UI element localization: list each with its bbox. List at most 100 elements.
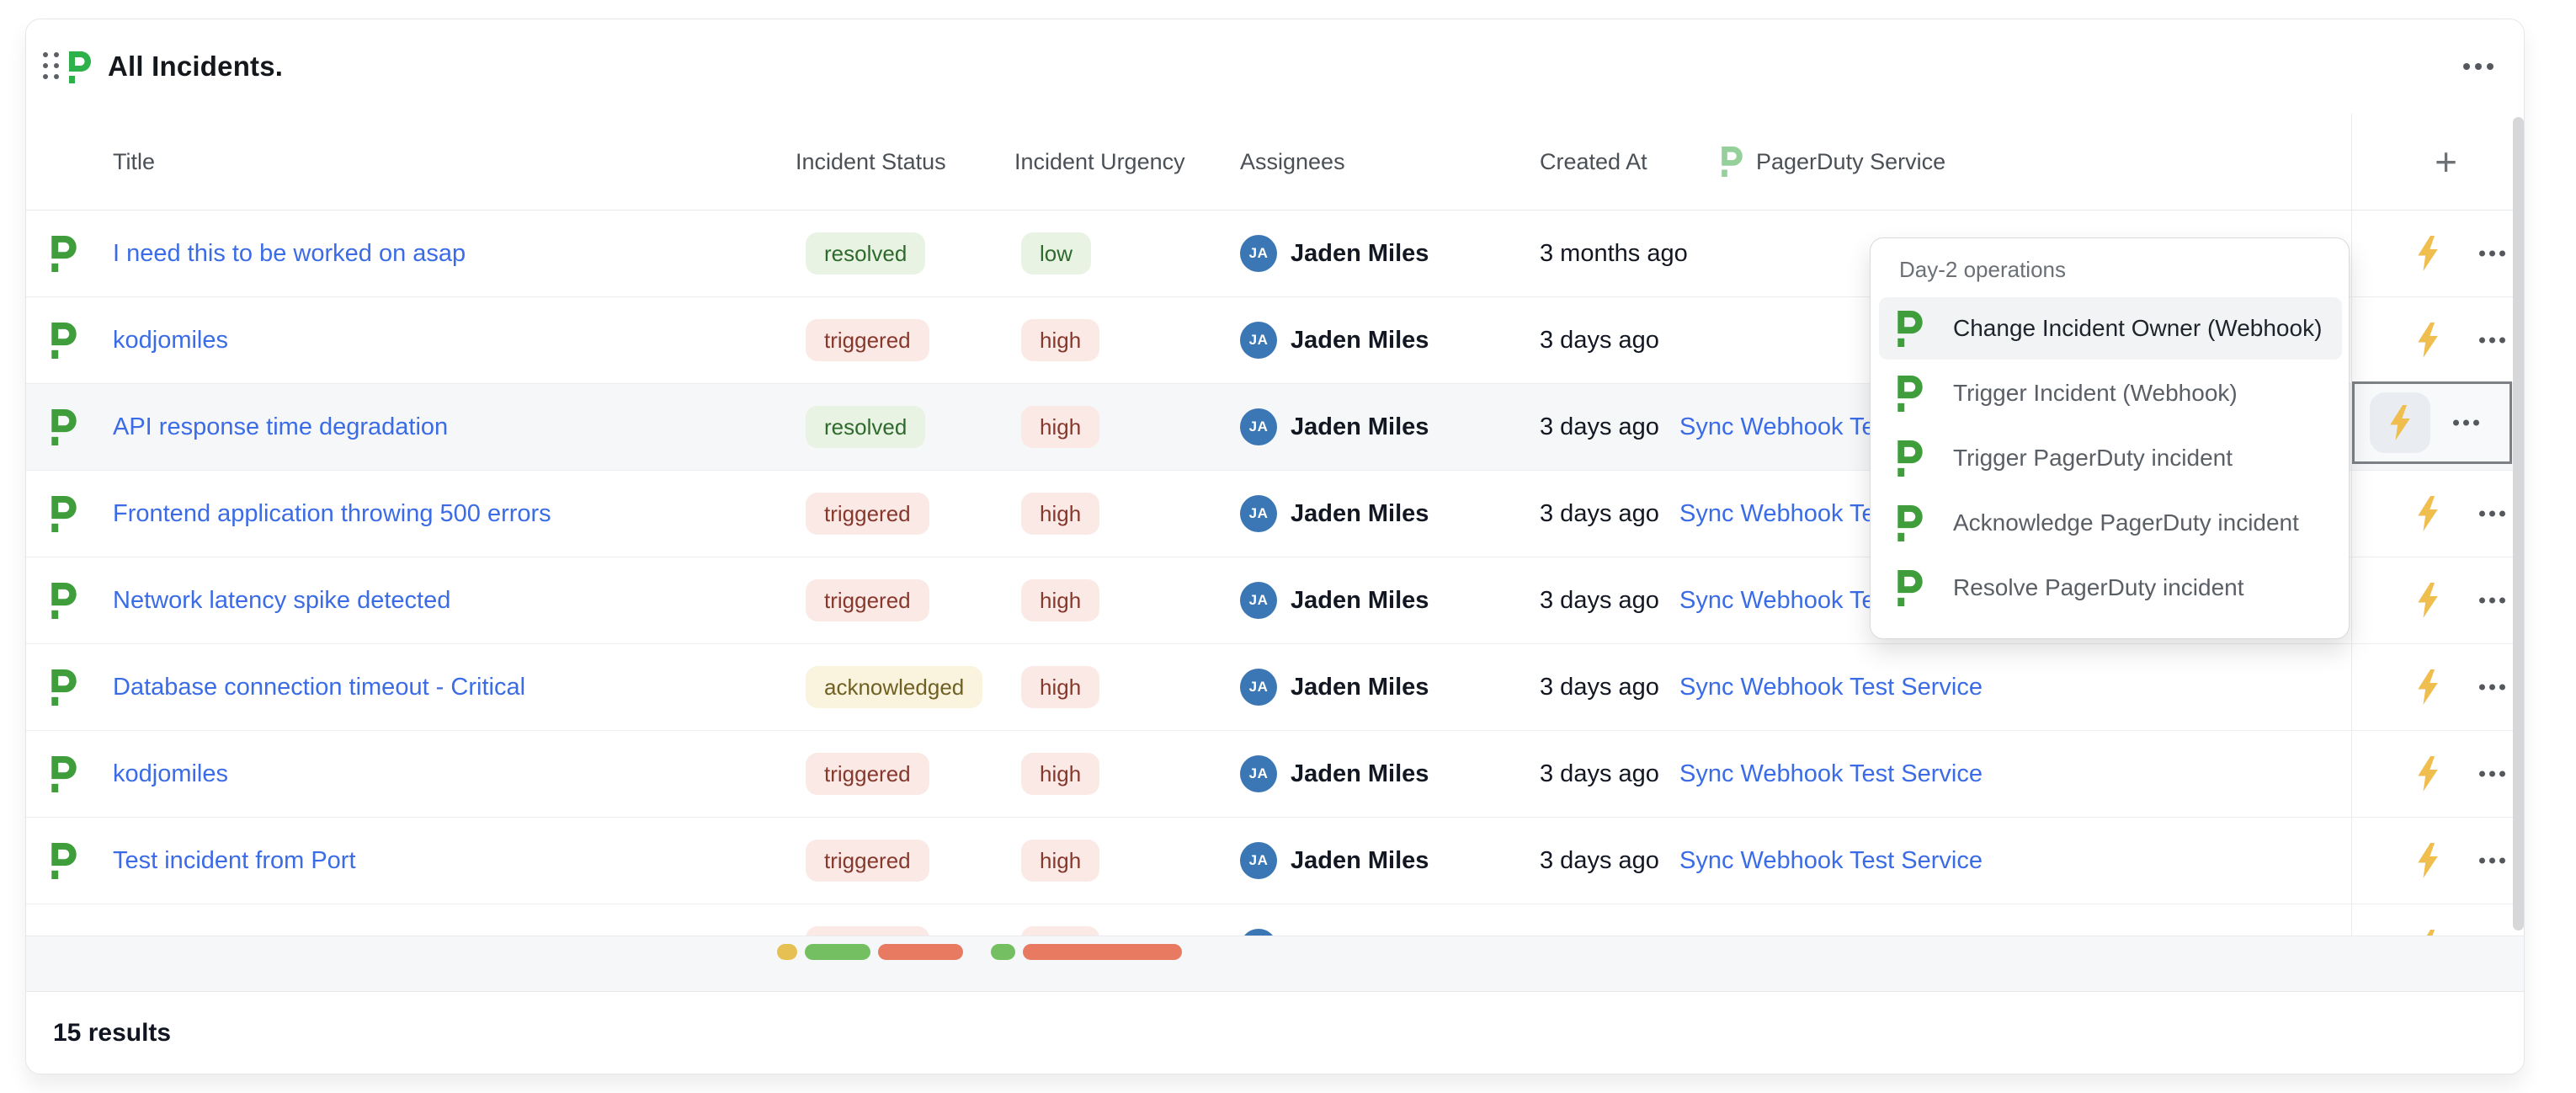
- pagerduty-row-icon: [51, 211, 77, 296]
- pagerduty-icon: [51, 755, 77, 792]
- status-badge: triggered: [806, 753, 929, 795]
- assignee-name: Jaden Miles: [1291, 413, 1429, 440]
- lightning-icon: [2418, 756, 2438, 792]
- created-at-cell: 3 days ago: [1540, 586, 1659, 614]
- incident-title-link[interactable]: Frontend application throwing 500 errors: [113, 499, 551, 527]
- incident-status-cell: triggered: [806, 471, 929, 557]
- widget-menu-ellipsis-icon[interactable]: [2451, 50, 2506, 83]
- created-at-cell: 3 days ago: [1540, 413, 1659, 440]
- column-header-incident-status[interactable]: Incident Status: [796, 149, 946, 174]
- incident-urgency-cell: high: [1021, 297, 1100, 383]
- selected-action-cell[interactable]: [2352, 381, 2512, 464]
- column-header-created-at[interactable]: Created At: [1540, 149, 1647, 174]
- incident-row: Test incident from Port triggered high J…: [26, 817, 2524, 904]
- incident-title-link[interactable]: Database connection timeout - Critical: [113, 673, 526, 701]
- service-link[interactable]: Sync Webhook Test Service: [1679, 846, 1983, 874]
- summary-band: [26, 936, 2524, 992]
- status-badge: triggered: [806, 319, 929, 361]
- incident-urgency-cell: high: [1021, 471, 1100, 557]
- assignee-cell: JA: [1240, 818, 1277, 904]
- pagerduty-icon: [51, 669, 77, 706]
- row-ellipsis-icon[interactable]: [2473, 510, 2510, 517]
- lightning-action-button[interactable]: [2414, 842, 2442, 879]
- incident-title-cell: Frontend application throwing 500 errors: [113, 471, 551, 557]
- row-ellipsis-icon[interactable]: [2473, 770, 2510, 777]
- status-badge: resolved: [806, 232, 926, 275]
- column-header-title[interactable]: Title: [113, 149, 156, 174]
- avatar: JA: [1240, 582, 1277, 619]
- pagerduty-icon: [1897, 440, 1923, 477]
- pagerduty-row-icon: [51, 731, 77, 817]
- incident-title-cell: Database connection timeout - Critical: [113, 644, 525, 730]
- row-ellipsis-icon[interactable]: [2447, 419, 2484, 426]
- incident-title-link[interactable]: kodjomiles: [113, 760, 228, 787]
- lightning-action-button[interactable]: [2414, 495, 2442, 532]
- lightning-action-button[interactable]: [2370, 392, 2430, 453]
- actions-cell: [2351, 471, 2524, 557]
- assignee-cell: JA: [1240, 471, 1277, 557]
- pagerduty-row-icon: [51, 471, 77, 557]
- lightning-action-button[interactable]: [2414, 669, 2442, 706]
- pagerduty-row-icon: [51, 384, 77, 470]
- service-link[interactable]: Sync Webhook Test Service: [1679, 673, 1983, 701]
- assignee-cell: JA: [1240, 731, 1277, 817]
- incident-title-link[interactable]: I need this to be worked on asap: [113, 239, 466, 267]
- lightning-action-button[interactable]: [2414, 322, 2442, 359]
- incident-title-link[interactable]: Network latency spike detected: [113, 586, 451, 614]
- service-cell: Sync Webhook Test Service: [1679, 731, 1983, 817]
- menu-item-acknowledge-pagerduty-incident[interactable]: Acknowledge PagerDuty incident: [1879, 492, 2342, 554]
- status-badge: resolved: [806, 406, 926, 448]
- avatar: JA: [1240, 669, 1277, 706]
- table-scrollbar[interactable]: [2513, 117, 2524, 930]
- created-at-cell: 3 days ago: [1540, 499, 1659, 527]
- pagerduty-icon: [51, 582, 77, 619]
- summary-pills: [777, 944, 1182, 960]
- row-ellipsis-icon[interactable]: [2473, 597, 2510, 604]
- menu-item-resolve-pagerduty-incident[interactable]: Resolve PagerDuty incident: [1879, 557, 2342, 619]
- service-link[interactable]: Sync Webhook Test Service: [1679, 760, 1983, 787]
- summary-pill: [1023, 944, 1182, 960]
- lightning-icon: [2418, 496, 2438, 531]
- incident-title-link[interactable]: API response time degradation: [113, 413, 449, 440]
- created-at-cell: 3 months ago: [1540, 239, 1688, 267]
- column-header-pagerduty-service[interactable]: PagerDuty Service: [1722, 114, 1945, 210]
- assignee-name: Jaden Miles: [1291, 586, 1429, 614]
- lightning-action-button[interactable]: [2414, 235, 2442, 272]
- column-header-assignees[interactable]: Assignees: [1240, 149, 1345, 174]
- lightning-action-button[interactable]: [2414, 755, 2442, 792]
- incident-title-cell: I need this to be worked on asap: [113, 211, 466, 296]
- summary-pill: [805, 944, 870, 960]
- actions-cell: [2351, 644, 2524, 730]
- pagerduty-icon: [51, 408, 77, 445]
- row-ellipsis-icon[interactable]: [2473, 684, 2510, 690]
- incident-row: kodjomiles triggered high JA Jaden Miles…: [26, 730, 2524, 817]
- incident-status-cell: resolved: [806, 384, 926, 470]
- created-at-cell: 3 days ago: [1540, 326, 1659, 354]
- assignee-cell: JA: [1240, 384, 1277, 470]
- lightning-icon: [2418, 669, 2438, 705]
- menu-item-trigger-pagerduty-incident[interactable]: Trigger PagerDuty incident: [1879, 427, 2342, 489]
- created-at-cell: 3 days ago: [1540, 760, 1659, 787]
- service-cell: Sync Webhook Test Service: [1679, 644, 1983, 730]
- incident-status-cell: triggered: [806, 731, 929, 817]
- column-header-incident-urgency[interactable]: Incident Urgency: [1014, 149, 1185, 174]
- incident-title-link[interactable]: kodjomiles: [113, 326, 228, 354]
- lightning-action-button[interactable]: [2414, 582, 2442, 619]
- table-header: Title Incident Status Incident Urgency A…: [26, 114, 2524, 210]
- menu-item-trigger-incident-webhook[interactable]: Trigger Incident (Webhook): [1879, 362, 2342, 424]
- drag-handle-icon[interactable]: [43, 52, 59, 79]
- row-ellipsis-icon[interactable]: [2473, 337, 2510, 344]
- menu-item-change-incident-owner-webhook[interactable]: Change Incident Owner (Webhook): [1879, 297, 2342, 360]
- status-badge: triggered: [806, 579, 929, 621]
- status-badge: triggered: [806, 840, 929, 882]
- row-ellipsis-icon[interactable]: [2473, 250, 2510, 257]
- incident-urgency-cell: low: [1021, 211, 1092, 296]
- incident-urgency-cell: high: [1021, 731, 1100, 817]
- incident-title-link[interactable]: Test incident from Port: [113, 846, 356, 874]
- row-ellipsis-icon[interactable]: [2473, 857, 2510, 864]
- add-column-cell: +: [2351, 114, 2524, 210]
- results-count: 15 results: [53, 1019, 172, 1047]
- menu-item-label: Acknowledge PagerDuty incident: [1953, 509, 2299, 536]
- add-column-button[interactable]: +: [2435, 140, 2457, 184]
- avatar: JA: [1240, 495, 1277, 532]
